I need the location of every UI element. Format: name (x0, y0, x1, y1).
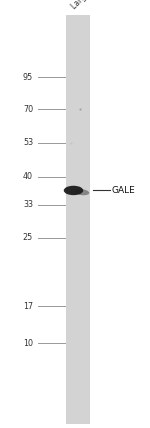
Bar (66, 15, 90, 424)
Text: 53: 53 (23, 138, 33, 147)
Text: 17: 17 (23, 301, 33, 311)
Text: 25: 25 (23, 233, 33, 242)
Text: 40: 40 (23, 172, 33, 181)
Text: 10: 10 (23, 339, 33, 348)
Text: 95: 95 (23, 72, 33, 82)
Ellipse shape (64, 186, 83, 195)
Ellipse shape (74, 189, 89, 195)
Text: Large intestine: Large intestine (69, 0, 117, 11)
Text: 33: 33 (23, 200, 33, 209)
Text: 70: 70 (23, 104, 33, 114)
Text: GALE: GALE (112, 186, 135, 195)
